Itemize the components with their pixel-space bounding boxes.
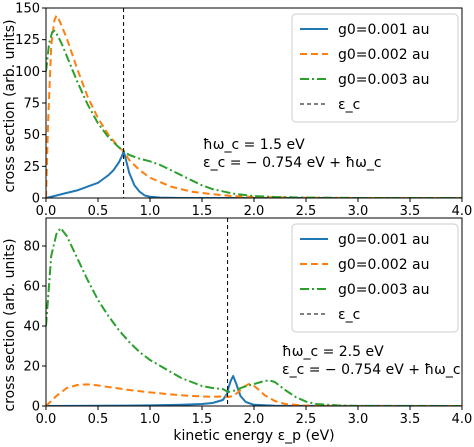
bottom-series-line-1 [46, 375, 462, 406]
top-y-tick-label: 150 [15, 2, 40, 17]
top-legend-label-4: ε_c [338, 97, 360, 113]
bottom-series-line-2 [46, 383, 462, 406]
bottom-plot-frame [45, 217, 463, 407]
top-x-tick-label: 3.0 [348, 204, 369, 219]
bottom-y-tick-label: 80 [23, 240, 40, 255]
bottom-y-tick-label: 40 [23, 320, 40, 335]
bottom-x-tick-label: 4.0 [452, 412, 473, 427]
bottom-x-tick-label: 1.5 [192, 412, 213, 427]
bottom-panel: cross section (arb. units) 0.0 0.5 1.0 1.5 2… [2, 217, 473, 444]
bottom-series-line-3 [46, 227, 462, 406]
bottom-legend-label-4: ε_c [338, 307, 360, 323]
top-y-tick-label: 25 [23, 160, 40, 175]
bottom-annotation-line-1: ħω_c = 2.5 eV [282, 344, 384, 360]
top-x-tick-label: 1.5 [192, 204, 213, 219]
top-annotation-line-2: ε_c = − 0.754 eV + ħω_c [203, 155, 382, 171]
bottom-y-tick-label: 20 [23, 360, 40, 375]
top-y-tick-label: 100 [15, 65, 40, 80]
x-axis-label: kinetic energy ε_p (eV) [173, 428, 334, 444]
top-legend-label-3: g0=0.003 au [338, 72, 430, 88]
bottom-legend-label-1: g0=0.001 au [338, 232, 430, 248]
top-x-tick-label: 4.0 [452, 204, 473, 219]
bottom-x-tick-label: 0.0 [36, 412, 57, 427]
bottom-x-tick-label: 2.0 [244, 412, 265, 427]
top-series-line-1 [46, 150, 462, 198]
top-legend-label-2: g0=0.002 au [338, 47, 430, 63]
top-plot-frame [45, 7, 463, 199]
top-y-tick-label: 50 [23, 128, 40, 143]
top-series-line-2 [46, 14, 462, 198]
bottom-x-tick-label: 3.5 [400, 412, 421, 427]
top-y-tick-label: 125 [15, 33, 40, 48]
top-x-tick-label: 1.0 [140, 204, 161, 219]
top-legend-box [291, 13, 459, 123]
bottom-legend-label-2: g0=0.002 au [338, 257, 430, 273]
top-y-tick-label: 0 [32, 192, 40, 207]
bottom-x-tick-label: 3.0 [348, 412, 369, 427]
bottom-x-tick-label: 0.5 [88, 412, 109, 427]
bottom-legend-box [291, 223, 459, 333]
bottom-y-tick-label: 0 [32, 400, 40, 415]
bottom-y-tick-label: 60 [23, 280, 40, 295]
top-x-tick-label: 0.0 [36, 204, 57, 219]
top-x-tick-label: 3.5 [400, 204, 421, 219]
bottom-x-tick-label: 2.5 [296, 412, 317, 427]
top-x-tick-label: 2.5 [296, 204, 317, 219]
top-legend-label-1: g0=0.001 au [338, 22, 430, 38]
top-y-axis-label: cross section (arb. units) [2, 19, 18, 192]
top-x-tick-label: 2.0 [244, 204, 265, 219]
top-annotation-line-1: ħω_c = 1.5 eV [203, 137, 305, 153]
bottom-x-tick-label: 1.0 [140, 412, 161, 427]
top-y-tick-label: 75 [23, 97, 40, 112]
bottom-legend-label-3: g0=0.003 au [338, 282, 430, 298]
top-x-tick-label: 0.5 [88, 204, 109, 219]
top-series-line-3 [46, 29, 462, 198]
bottom-y-axis-label: cross section (arb. units) [2, 238, 18, 411]
bottom-annotation-line-2: ε_c = − 0.754 eV + ħω_c [282, 362, 461, 378]
top-panel: cross section (arb. units) 0.0 0.5 1.0 1.5 2… [2, 2, 472, 220]
